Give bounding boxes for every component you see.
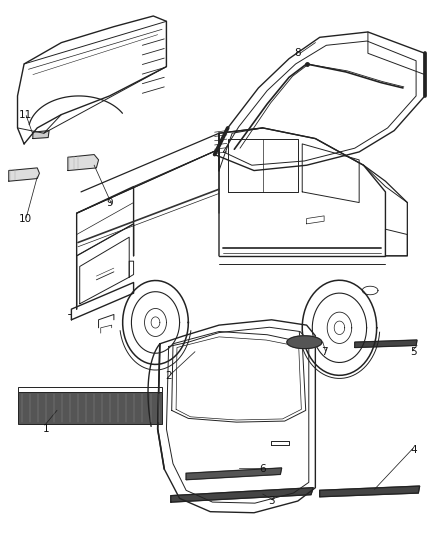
Polygon shape (186, 468, 282, 480)
Text: 11: 11 (19, 110, 32, 119)
Text: 5: 5 (410, 347, 417, 357)
Text: 8: 8 (294, 49, 301, 58)
Polygon shape (355, 340, 417, 348)
Polygon shape (171, 488, 313, 502)
Text: 4: 4 (410, 446, 417, 455)
Text: 3: 3 (268, 496, 275, 506)
Text: 9: 9 (106, 198, 113, 207)
Text: 10: 10 (19, 214, 32, 223)
Polygon shape (320, 486, 420, 497)
Polygon shape (9, 168, 39, 181)
Bar (18, 387, 162, 392)
Text: 7: 7 (321, 347, 328, 357)
Text: 1: 1 (42, 424, 49, 434)
Polygon shape (287, 336, 322, 349)
Polygon shape (33, 131, 49, 139)
Bar (18, 392, 162, 424)
Polygon shape (68, 155, 99, 171)
Text: 2: 2 (165, 371, 172, 381)
Text: 6: 6 (259, 464, 266, 474)
